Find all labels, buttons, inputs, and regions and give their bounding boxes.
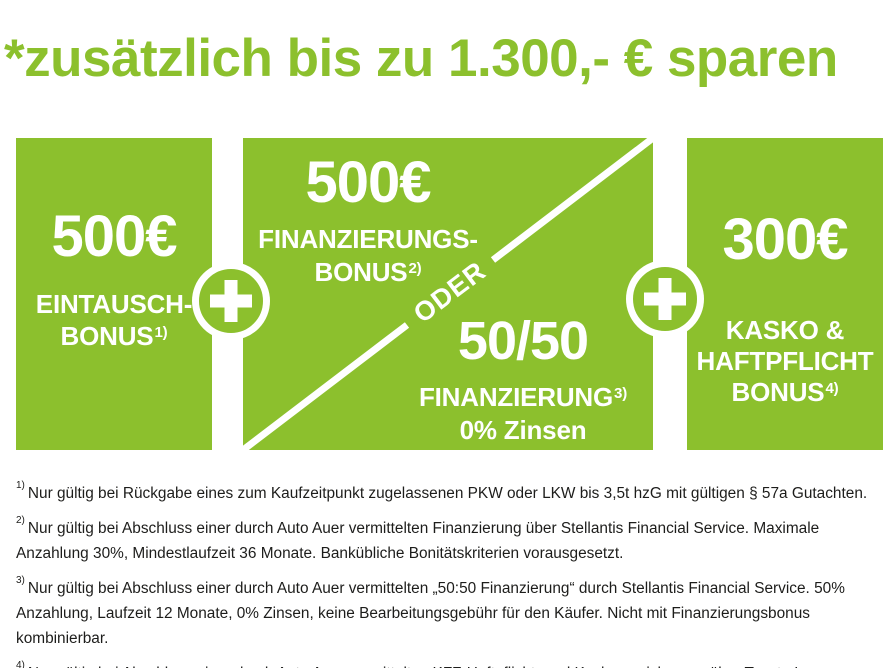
plus-bar-vertical: [224, 280, 238, 322]
fifty-fifty-label-line1: FINANZIERUNG: [418, 382, 614, 412]
footnote-1: 1) Nur gültig bei Rückgabe eines zum Kauf…: [16, 477, 882, 506]
plus-bar-vertical: [658, 278, 672, 320]
footnote-ref-2: 2): [408, 259, 422, 277]
eintausch-label-line2: BONUS: [60, 321, 154, 351]
footnote-2-text: Nur gültig bei Abschluss einer durch Aut…: [16, 520, 820, 563]
eintausch-label-line1: EINTAUSCH-: [35, 289, 193, 319]
footnote-3-text: Nur gültig bei Abschluss einer durch Aut…: [16, 580, 845, 648]
footnote-ref-1: 1): [154, 323, 168, 341]
footnote-2: 2) Nur gültig bei Abschluss einer durch A…: [16, 512, 882, 566]
footnote-3: 3) Nur gültig bei Abschluss einer durch A…: [16, 572, 882, 651]
plus-icon: [626, 260, 704, 338]
finanzierungsbonus-label-line2: BONUS: [314, 257, 408, 287]
kasko-label-line3: BONUS: [731, 377, 825, 407]
finanzierungsbonus-label-line1: FINANZIERUNGS-: [258, 224, 478, 254]
footnote-3-ref: 3): [16, 575, 25, 587]
footnote-1-text: Nur gültig bei Rückgabe eines zum Kaufze…: [27, 485, 868, 503]
footnote-4-ref: 4): [16, 660, 25, 668]
finanzierungsbonus-label: FINANZIERUNGS- BONUS2): [243, 223, 493, 293]
bonus-box-finanzierung: 500€ FINANZIERUNGS- BONUS2) ODER 50/50 F…: [243, 138, 653, 450]
footnote-4: 4)Nur gültig bei Abschluss einer durch A…: [16, 657, 882, 668]
finanzierungsbonus-amount: 500€: [305, 150, 431, 215]
kasko-label-line1: KASKO &: [725, 315, 845, 345]
plus-icon: [192, 262, 270, 340]
footnote-2-ref: 2): [16, 515, 25, 527]
bonus-box-eintausch: 500€ EINTAUSCH- BONUS1): [16, 138, 212, 450]
footnote-ref-3: 3): [614, 384, 628, 402]
headline: *zusätzlich bis zu 1.300,- € sparen: [4, 29, 838, 88]
footnote-ref-4: 4): [825, 379, 839, 397]
kasko-label: KASKO & HAFTPFLICHT BONUS4): [687, 315, 883, 412]
footnotes: 1) Nur gültig bei Rückgabe eines zum Kauf…: [16, 477, 882, 668]
footnote-1-ref: 1): [16, 480, 25, 491]
kasko-amount: 300€: [722, 207, 848, 272]
fifty-fifty-amount: 50/50: [457, 311, 589, 371]
eintausch-amount: 500€: [51, 204, 177, 269]
kasko-label-line2: HAFTPFLICHT: [696, 346, 874, 376]
oder-divider-line: [243, 138, 653, 450]
eintausch-label: EINTAUSCH- BONUS1): [16, 288, 212, 357]
fifty-fifty-subline: 0% Zinsen: [459, 415, 587, 445]
bonus-box-kasko: 300€ KASKO & HAFTPFLICHT BONUS4): [687, 138, 883, 450]
fifty-fifty-label: FINANZIERUNG3) 0% Zinsen: [393, 383, 653, 445]
footnote-4-text: Nur gültig bei Abschluss einer durch Aut…: [16, 666, 862, 668]
